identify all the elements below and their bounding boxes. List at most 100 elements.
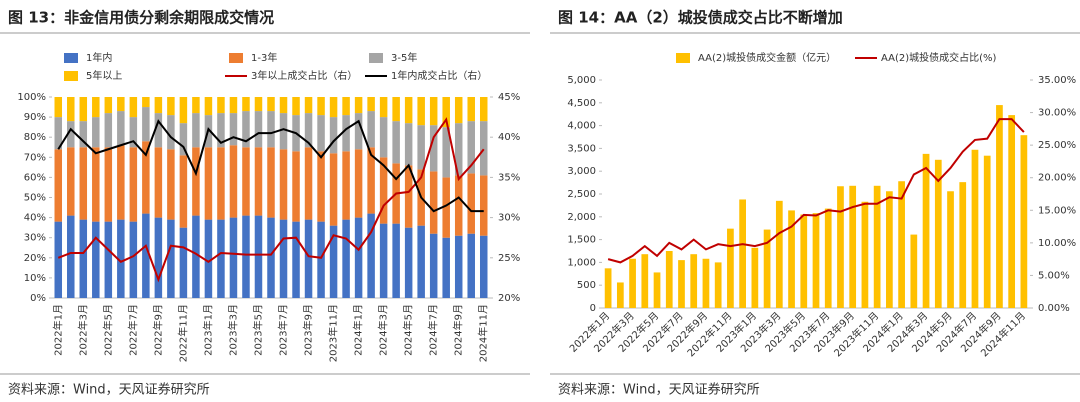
bar (54, 117, 63, 150)
bar (442, 127, 450, 178)
bar (763, 229, 771, 308)
bar (292, 151, 300, 222)
bar (379, 97, 388, 118)
x-tick-label: 2022年9月 (151, 304, 164, 356)
y2-tick-label: 20.00% (1038, 173, 1076, 184)
y-tick-label: 30% (24, 233, 46, 244)
bar (129, 97, 138, 118)
bar (92, 147, 100, 222)
y-tick-label: 3,000 (567, 166, 596, 177)
line (607, 118, 1025, 264)
y-tick-label: 40% (24, 213, 46, 224)
bar (317, 97, 325, 116)
legend-swatch (64, 71, 78, 81)
bar (217, 147, 225, 220)
legend-swatch (64, 53, 78, 63)
x-tick-label: 2022年5月 (101, 304, 114, 356)
bar (812, 213, 820, 308)
line (57, 119, 484, 213)
x-tick-label: 2024年1月 (352, 304, 365, 356)
x-tick-label: 2023年3月 (226, 304, 239, 356)
bar (117, 145, 125, 220)
bar (242, 215, 250, 298)
bar (279, 113, 288, 150)
bar (971, 149, 979, 308)
bar (479, 175, 488, 236)
bar (329, 225, 338, 298)
bar (354, 149, 363, 218)
bar (217, 219, 225, 298)
y-tick-label: 1,000 (567, 257, 596, 268)
bar (104, 97, 113, 114)
line (57, 117, 485, 283)
bar (229, 217, 238, 298)
bar (229, 145, 238, 218)
bar (129, 117, 138, 148)
legend-label: 3年以上成交占比（右） (251, 69, 357, 82)
bar (142, 107, 150, 142)
bar (690, 254, 698, 308)
bar (467, 121, 475, 174)
bar (129, 221, 138, 298)
y2-tick-label: 35.00% (1038, 75, 1076, 86)
bar (242, 97, 250, 112)
bar (117, 111, 125, 146)
y2-tick-label: 30.00% (1038, 108, 1076, 119)
bar (354, 97, 363, 114)
x-tick-label: 2024年9月 (452, 304, 465, 356)
bar (429, 171, 438, 234)
bar (479, 97, 488, 122)
bar (179, 97, 188, 124)
y-tick-label: 5,000 (567, 75, 596, 86)
y-tick-label: 2,000 (567, 212, 596, 223)
chart-title: 图 13：非金信用债分剩余期限成交情况 (8, 9, 274, 27)
bar (714, 262, 722, 308)
bar (167, 149, 175, 220)
bar (898, 181, 905, 308)
bar (67, 121, 75, 148)
bar (653, 272, 661, 308)
legend-label: 1年内 (86, 51, 112, 64)
bar (179, 155, 188, 228)
bar (267, 97, 275, 112)
bar (392, 121, 400, 164)
y-tick-label: 0 (590, 303, 596, 314)
x-tick-label: 2022年11月 (176, 304, 189, 362)
chart-title: 图 14：AA（2）城投债成交占比不断增加 (558, 9, 843, 27)
legend-swatch (676, 53, 690, 63)
bar (79, 219, 88, 298)
bar (179, 123, 188, 156)
bar (217, 113, 225, 148)
bar (342, 97, 350, 116)
bar (217, 97, 225, 114)
y-tick-label: 10% (24, 273, 46, 284)
bar (379, 157, 388, 224)
bar (267, 147, 275, 218)
x-tick-label: 2023年9月 (302, 304, 315, 356)
bar (454, 97, 463, 124)
bar (404, 123, 413, 166)
legend-label: 5年以上 (86, 69, 122, 82)
legend-swatch (229, 53, 243, 63)
y-tick-label: 80% (24, 132, 46, 143)
y2-tick-label: 0.00% (1038, 303, 1070, 314)
legend-label: 1-3年 (251, 51, 277, 64)
bar (154, 147, 163, 218)
bar (417, 225, 425, 298)
y-tick-label: 500 (577, 280, 596, 291)
bar (342, 115, 350, 152)
y-tick-label: 4,500 (567, 98, 596, 109)
bar (934, 159, 942, 308)
legend-label: 3-5年 (391, 51, 417, 64)
y2-tick-label: 10.00% (1038, 238, 1076, 249)
bar (117, 219, 125, 298)
y2-tick-label: 35% (498, 172, 520, 183)
x-tick-label: 2022年3月 (76, 304, 89, 356)
bar (429, 233, 438, 298)
bar (104, 147, 113, 222)
y2-tick-label: 20% (498, 293, 520, 304)
bar (354, 217, 363, 298)
bar (292, 97, 300, 116)
x-tick-label: 2024年3月 (377, 304, 390, 356)
